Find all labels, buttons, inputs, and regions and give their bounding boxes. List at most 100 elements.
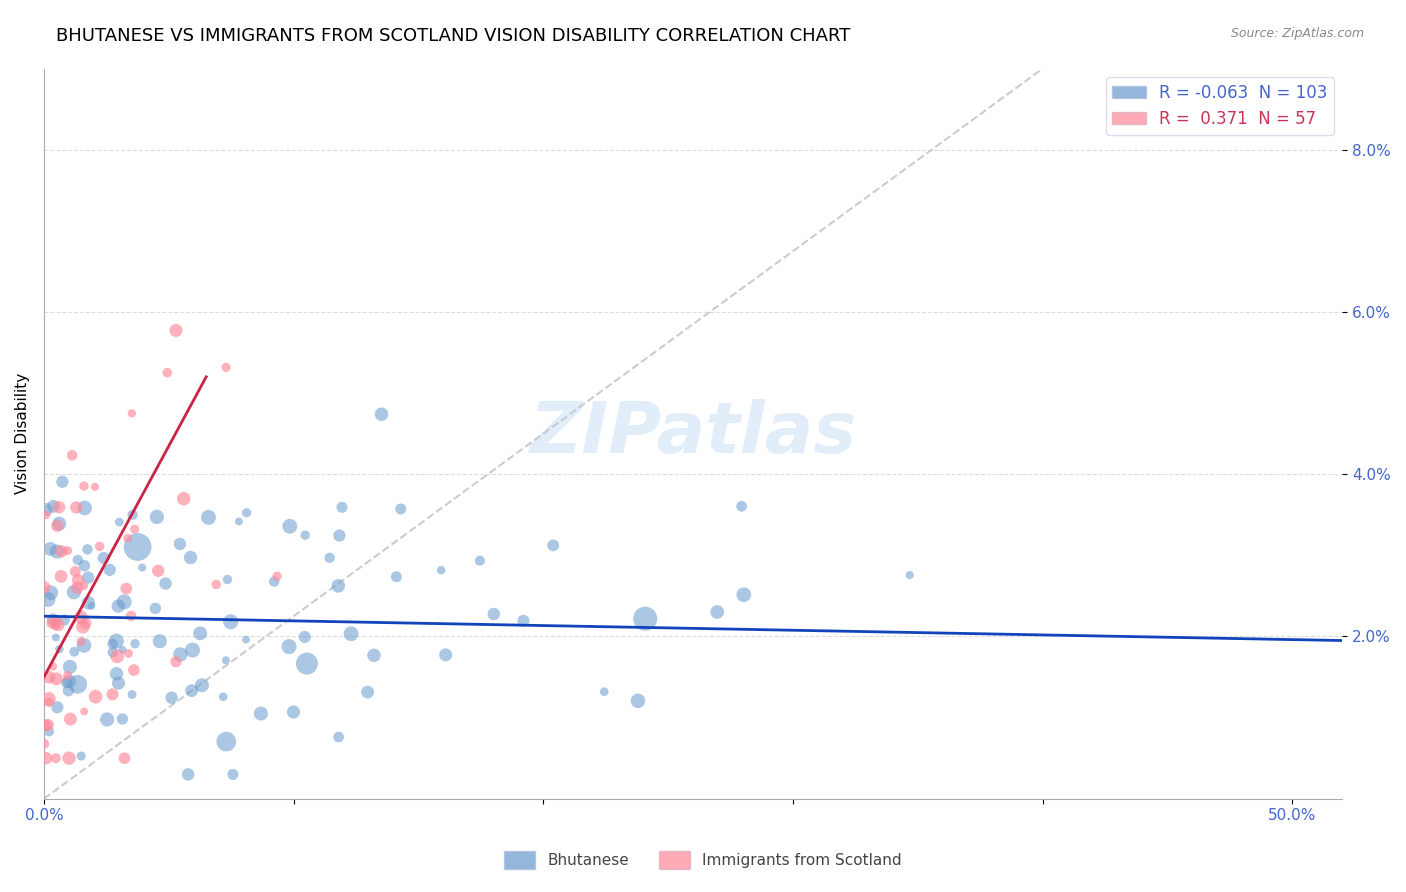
Point	[66, 677, 89, 691]
Point	[180, 550, 202, 565]
Point	[222, 767, 245, 781]
Point	[263, 574, 285, 589]
Point	[34, 718, 56, 732]
Point	[294, 528, 316, 542]
Point	[73, 500, 96, 515]
Point	[117, 647, 139, 661]
Point	[73, 579, 96, 593]
Point	[66, 553, 89, 567]
Point	[48, 642, 70, 657]
Point	[112, 595, 135, 609]
Point	[328, 579, 350, 593]
Point	[73, 705, 96, 719]
Point	[84, 690, 107, 704]
Point	[131, 560, 153, 574]
Point	[278, 519, 301, 533]
Point	[541, 538, 564, 552]
Point	[215, 653, 238, 667]
Point	[73, 638, 96, 652]
Point	[105, 634, 128, 648]
Point	[63, 585, 86, 599]
Point	[56, 668, 79, 682]
Point	[328, 528, 350, 542]
Y-axis label: Vision Disability: Vision Disability	[15, 373, 30, 494]
Text: ZIPatlas: ZIPatlas	[530, 399, 856, 468]
Point	[124, 522, 146, 536]
Point	[38, 691, 60, 706]
Point	[42, 500, 65, 514]
Point	[318, 550, 340, 565]
Point	[330, 500, 353, 515]
Point	[35, 502, 58, 516]
Point	[898, 568, 921, 582]
Point	[165, 655, 187, 669]
Point	[197, 510, 219, 524]
Point	[101, 637, 124, 651]
Point	[37, 592, 59, 607]
Legend: Bhutanese, Immigrants from Scotland: Bhutanese, Immigrants from Scotland	[498, 845, 908, 875]
Point	[73, 479, 96, 493]
Point	[45, 751, 67, 765]
Point	[121, 508, 143, 522]
Point	[217, 573, 239, 587]
Point	[169, 648, 191, 662]
Point	[205, 577, 228, 591]
Point	[124, 637, 146, 651]
Point	[80, 599, 103, 613]
Point	[627, 694, 650, 708]
Point	[593, 684, 616, 698]
Point	[117, 531, 139, 545]
Point	[115, 582, 138, 596]
Point	[228, 515, 250, 529]
Point	[45, 672, 67, 686]
Point	[41, 615, 63, 630]
Point	[72, 620, 94, 634]
Point	[114, 751, 136, 765]
Point	[250, 706, 273, 721]
Point	[59, 660, 82, 674]
Point	[58, 674, 80, 689]
Point	[385, 570, 408, 584]
Point	[105, 666, 128, 681]
Point	[295, 657, 318, 671]
Point	[512, 614, 534, 628]
Point	[148, 564, 170, 578]
Point	[468, 554, 491, 568]
Point	[77, 596, 100, 610]
Point	[111, 712, 134, 726]
Legend: R = -0.063  N = 103, R =  0.371  N = 57: R = -0.063 N = 103, R = 0.371 N = 57	[1105, 77, 1334, 135]
Point	[122, 663, 145, 677]
Point	[165, 323, 187, 337]
Point	[38, 695, 60, 709]
Point	[105, 649, 128, 664]
Point	[107, 676, 129, 690]
Point	[63, 645, 86, 659]
Point	[53, 613, 76, 627]
Point	[65, 565, 87, 579]
Point	[32, 737, 55, 751]
Point	[434, 648, 457, 662]
Point	[45, 615, 67, 629]
Point	[181, 643, 204, 657]
Point	[42, 613, 65, 627]
Point	[278, 640, 301, 654]
Point	[35, 751, 58, 765]
Point	[160, 690, 183, 705]
Point	[66, 581, 89, 595]
Point	[169, 537, 191, 551]
Point	[111, 643, 134, 657]
Point	[283, 705, 305, 719]
Point	[55, 676, 77, 690]
Point	[39, 541, 62, 556]
Point	[42, 659, 65, 673]
Point	[266, 569, 288, 583]
Point	[156, 366, 179, 380]
Point	[733, 588, 755, 602]
Point	[101, 687, 124, 701]
Point	[46, 544, 69, 558]
Point	[48, 516, 70, 531]
Point	[430, 563, 453, 577]
Point	[108, 515, 131, 529]
Point	[294, 630, 316, 644]
Point	[215, 734, 238, 748]
